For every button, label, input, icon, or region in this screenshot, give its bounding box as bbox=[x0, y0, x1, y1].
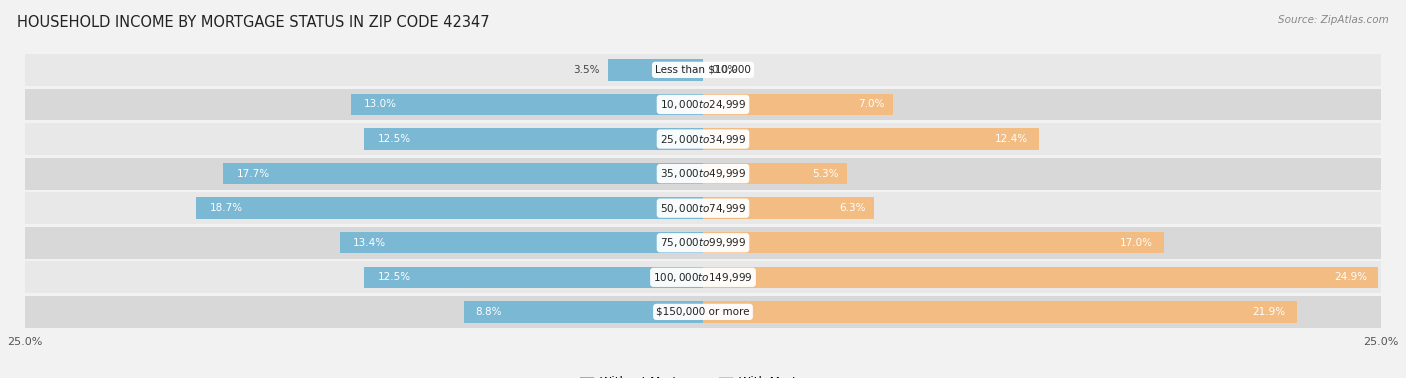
Legend: Without Mortgage, With Mortgage: Without Mortgage, With Mortgage bbox=[581, 376, 825, 378]
Bar bbox=[703, 266, 1378, 288]
Bar bbox=[703, 197, 873, 219]
Text: 0.0%: 0.0% bbox=[711, 65, 737, 75]
Bar bbox=[25, 262, 1381, 293]
Bar bbox=[340, 232, 703, 254]
Text: 13.0%: 13.0% bbox=[364, 99, 396, 110]
Text: Source: ZipAtlas.com: Source: ZipAtlas.com bbox=[1278, 15, 1389, 25]
Bar bbox=[25, 88, 1381, 120]
Bar bbox=[703, 94, 893, 115]
Text: 17.0%: 17.0% bbox=[1121, 238, 1153, 248]
Text: $10,000 to $24,999: $10,000 to $24,999 bbox=[659, 98, 747, 111]
Text: $100,000 to $149,999: $100,000 to $149,999 bbox=[654, 271, 752, 284]
Text: 7.0%: 7.0% bbox=[858, 99, 884, 110]
Text: $25,000 to $34,999: $25,000 to $34,999 bbox=[659, 133, 747, 146]
Text: 24.9%: 24.9% bbox=[1334, 272, 1367, 282]
Text: 6.3%: 6.3% bbox=[839, 203, 866, 213]
Bar bbox=[25, 54, 1381, 86]
Bar bbox=[195, 197, 703, 219]
Bar bbox=[703, 301, 1296, 322]
Bar bbox=[703, 232, 1164, 254]
Bar bbox=[364, 128, 703, 150]
Text: HOUSEHOLD INCOME BY MORTGAGE STATUS IN ZIP CODE 42347: HOUSEHOLD INCOME BY MORTGAGE STATUS IN Z… bbox=[17, 15, 489, 30]
Text: Less than $10,000: Less than $10,000 bbox=[655, 65, 751, 75]
Text: 5.3%: 5.3% bbox=[813, 169, 838, 178]
Bar bbox=[25, 296, 1381, 328]
Text: 18.7%: 18.7% bbox=[209, 203, 243, 213]
Text: 8.8%: 8.8% bbox=[475, 307, 502, 317]
Text: 3.5%: 3.5% bbox=[574, 65, 600, 75]
Text: 17.7%: 17.7% bbox=[236, 169, 270, 178]
Text: $50,000 to $74,999: $50,000 to $74,999 bbox=[659, 202, 747, 215]
Text: $150,000 or more: $150,000 or more bbox=[657, 307, 749, 317]
Text: 21.9%: 21.9% bbox=[1253, 307, 1286, 317]
Text: $75,000 to $99,999: $75,000 to $99,999 bbox=[659, 236, 747, 249]
Bar bbox=[609, 59, 703, 81]
Text: 12.4%: 12.4% bbox=[995, 134, 1028, 144]
Bar bbox=[703, 128, 1039, 150]
Bar bbox=[464, 301, 703, 322]
Bar bbox=[350, 94, 703, 115]
Text: 13.4%: 13.4% bbox=[353, 238, 387, 248]
Text: 12.5%: 12.5% bbox=[378, 134, 411, 144]
Text: $35,000 to $49,999: $35,000 to $49,999 bbox=[659, 167, 747, 180]
Bar bbox=[25, 192, 1381, 224]
Bar bbox=[25, 158, 1381, 189]
Bar bbox=[25, 123, 1381, 155]
Bar bbox=[364, 266, 703, 288]
Bar bbox=[25, 227, 1381, 259]
Bar bbox=[224, 163, 703, 184]
Bar bbox=[703, 163, 846, 184]
Text: 12.5%: 12.5% bbox=[378, 272, 411, 282]
